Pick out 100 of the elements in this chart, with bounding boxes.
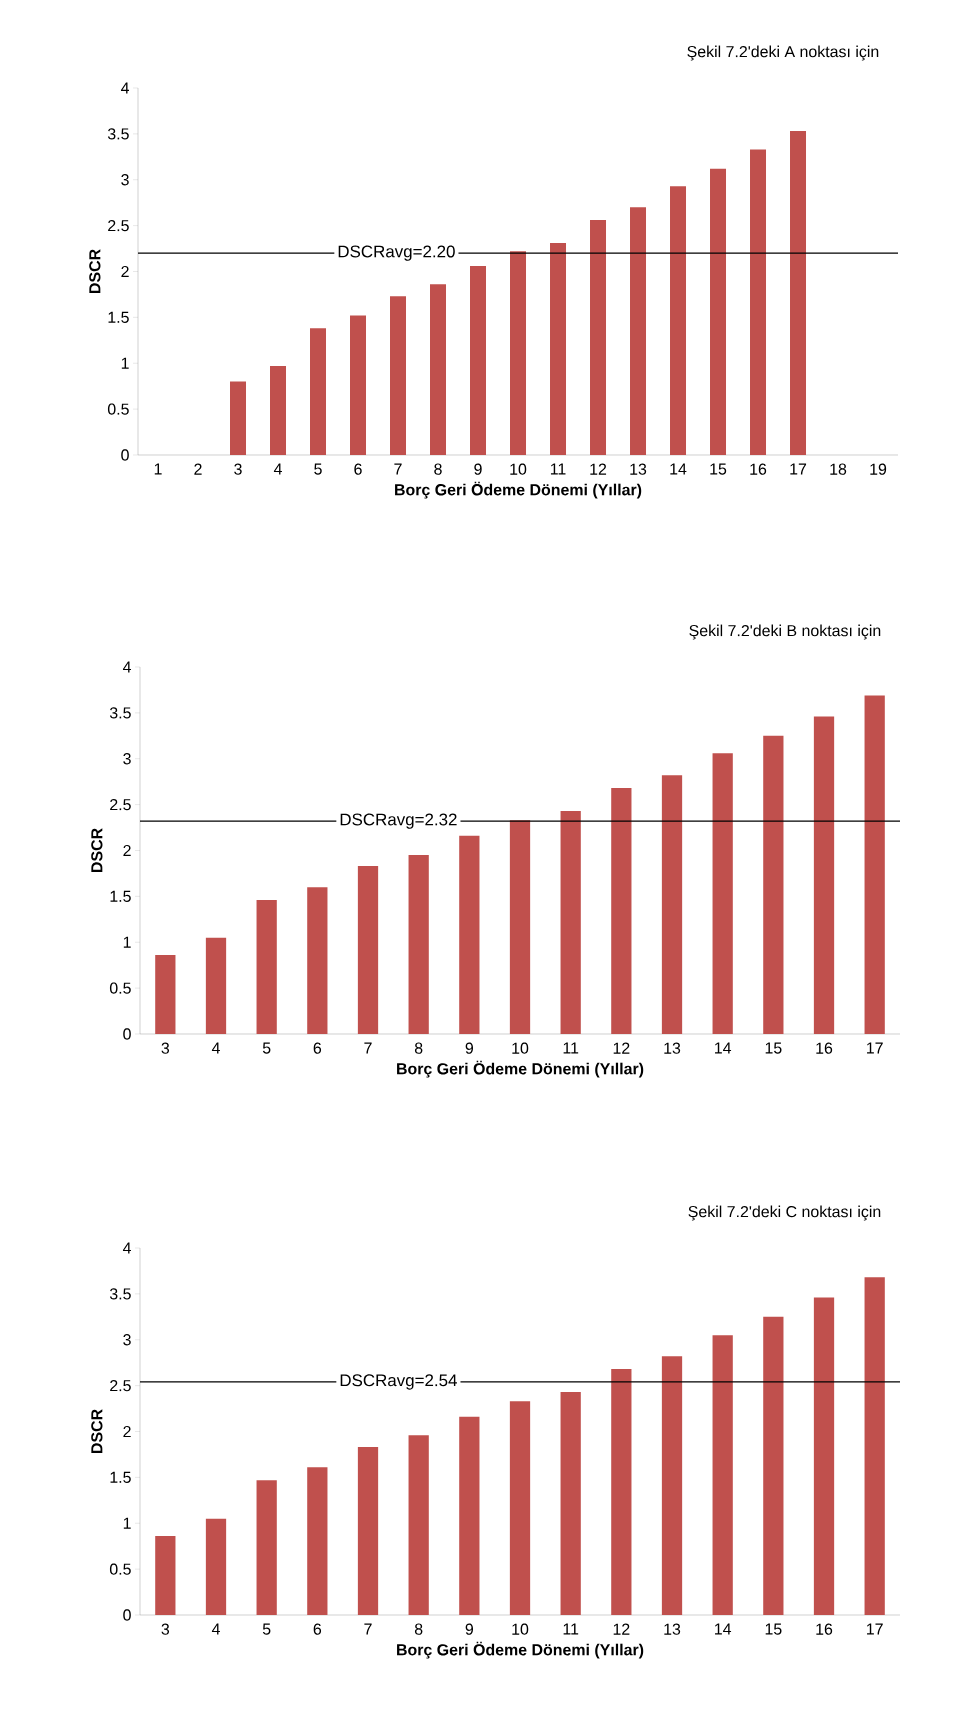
y-axis-title: DSCR: [91, 1409, 103, 1454]
bar: [350, 315, 366, 455]
bar: [155, 955, 176, 1034]
y-tick-label: 0: [121, 449, 129, 461]
chart-title: Şekil 7.2'deki C noktası için: [688, 1205, 881, 1221]
bar: [509, 820, 531, 1034]
ref-line-label: DSCRavg=2.20: [338, 245, 455, 261]
x-axis-title: Borç Geri Ödeme Dönemi (Yıllar): [395, 481, 642, 499]
x-tick-label: 17: [790, 463, 807, 475]
bar: [611, 788, 632, 1034]
bar: [763, 1316, 784, 1615]
y-tick-label: 4: [122, 661, 132, 673]
x-tick-label: 6: [313, 1623, 322, 1635]
y-axis-title: DSCR: [89, 249, 101, 294]
x-tick-label: 7: [364, 1623, 372, 1635]
x-tick-label: 10: [512, 1042, 529, 1054]
x-tick-label: 18: [830, 463, 847, 475]
x-tick-label: 13: [664, 1623, 681, 1635]
bar: [560, 1392, 581, 1615]
x-tick-label: 9: [474, 463, 482, 475]
x-tick-label: 10: [510, 463, 527, 475]
x-tick-label: 3: [234, 463, 242, 475]
bar: [712, 1335, 733, 1615]
bar: [307, 887, 328, 1034]
bar: [813, 716, 835, 1034]
x-axis-title: Borç Geri Ödeme Dönemi (Yıllar): [397, 1060, 644, 1078]
x-tick-label: 3: [161, 1623, 170, 1635]
bar: [408, 1435, 429, 1615]
x-tick-label: 5: [262, 1623, 271, 1635]
x-tick-label: 8: [434, 463, 442, 475]
bar: [712, 753, 733, 1034]
bar: [230, 381, 246, 455]
chart-title: Şekil 7.2'deki B noktası için: [689, 624, 881, 640]
x-tick-label: 15: [710, 463, 727, 475]
x-tick-label: 6: [354, 463, 362, 475]
x-tick-label: 17: [867, 1042, 883, 1054]
y-tick-label: 1.5: [108, 311, 129, 323]
y-tick-label: 2.5: [108, 219, 129, 232]
x-tick-label: 9: [465, 1623, 474, 1635]
y-tick-label: 1.5: [110, 890, 131, 902]
x-tick-label: 13: [630, 463, 647, 475]
x-tick-label: 17: [867, 1623, 883, 1635]
x-tick-label: 7: [364, 1042, 372, 1054]
x-tick-label: 12: [613, 1042, 630, 1054]
x-tick-label: 5: [314, 463, 322, 475]
x-tick-label: 6: [313, 1042, 322, 1054]
y-tick-label: 3.5: [107, 128, 129, 140]
x-tick-label: 14: [715, 1623, 732, 1635]
bar: [307, 1467, 328, 1615]
y-tick-label: 3: [123, 753, 131, 765]
x-tick-label: 14: [670, 463, 687, 475]
bar: [750, 149, 767, 455]
x-axis-title: Borç Geri Ödeme Dönemi (Yıllar): [397, 1641, 644, 1659]
chart-title: Şekil 7.2'deki A noktası için: [687, 45, 879, 61]
bar: [408, 855, 429, 1034]
bar: [710, 168, 727, 455]
bar: [459, 835, 480, 1034]
y-tick-label: 1.5: [110, 1471, 131, 1483]
x-tick-label: 16: [750, 463, 767, 475]
x-tick-label: 12: [613, 1623, 630, 1635]
y-axis-title: DSCR: [91, 828, 103, 873]
bar: [661, 1356, 683, 1615]
y-tick-label: 1: [123, 936, 131, 948]
x-tick-label: 8: [414, 1042, 423, 1054]
x-tick-label: 11: [563, 1623, 579, 1635]
y-tick-label: 2.5: [110, 1379, 131, 1392]
x-tick-label: 2: [194, 463, 202, 475]
bar: [310, 328, 326, 455]
x-tick-label: 4: [211, 1042, 220, 1054]
bar: [256, 900, 277, 1034]
bar: [459, 1416, 480, 1615]
y-tick-label: 0.5: [107, 403, 129, 415]
bar: [560, 811, 581, 1034]
x-tick-label: 12: [590, 463, 607, 475]
bar: [864, 1277, 885, 1615]
bar: [256, 1480, 277, 1615]
bar: [813, 1297, 835, 1615]
bar: [357, 866, 379, 1034]
x-tick-label: 14: [715, 1042, 732, 1054]
bar: [864, 695, 885, 1034]
x-tick-label: 7: [394, 463, 402, 475]
y-tick-label: 2.5: [110, 798, 131, 811]
y-tick-label: 3.5: [109, 1288, 131, 1300]
bar: [357, 1447, 379, 1615]
y-tick-label: 2: [123, 844, 131, 857]
bar: [155, 1536, 176, 1615]
bar: [611, 1369, 632, 1615]
ref-line-label: DSCRavg=2.32: [340, 813, 457, 829]
bar: [509, 1401, 531, 1615]
bar: [430, 284, 446, 455]
x-tick-label: 13: [664, 1042, 681, 1054]
y-tick-label: 2: [121, 265, 129, 278]
bar: [550, 243, 567, 455]
bar: [630, 207, 647, 455]
bar: [763, 735, 784, 1034]
y-tick-label: 0: [123, 1028, 131, 1040]
bar: [270, 365, 286, 455]
y-tick-label: 4: [122, 1242, 132, 1254]
bar: [205, 1518, 227, 1615]
bar: [510, 251, 527, 455]
